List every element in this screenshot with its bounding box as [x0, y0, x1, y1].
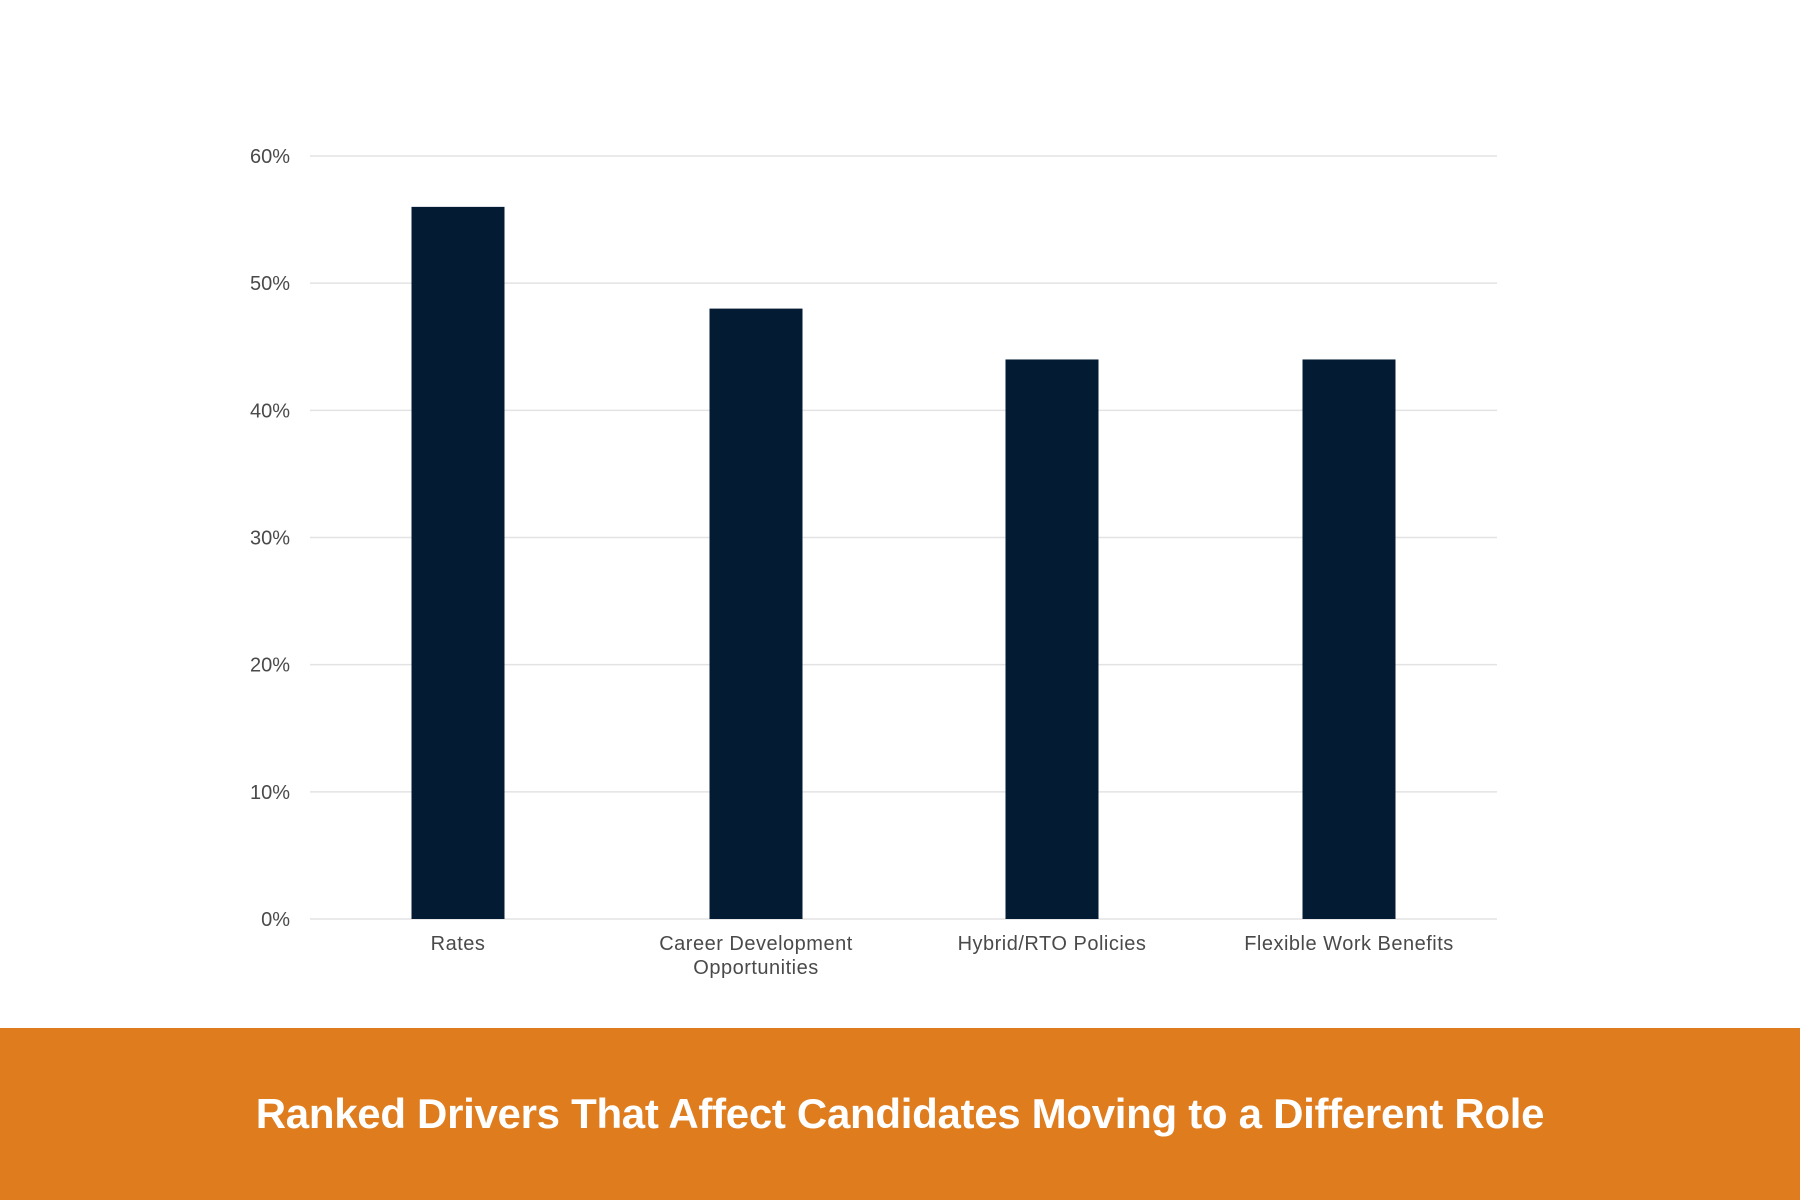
y-tick-label: 60%: [250, 146, 290, 168]
bar-chart: 0% 10% 20% 30% 40% 50% 60% Rates Career Developm…: [250, 146, 1497, 979]
bar: [1005, 359, 1099, 919]
x-tick-label: Hybrid/RTO Policies: [958, 933, 1147, 955]
y-tick-label: 0%: [261, 909, 290, 931]
y-tick-label: 20%: [250, 655, 290, 677]
x-tick-label: Rates: [431, 933, 486, 955]
chart-area: 0% 10% 20% 30% 40% 50% 60% Rates Career Developm…: [249, 146, 1497, 979]
x-tick-label: Flexible Work Benefits: [1244, 933, 1454, 955]
bar: [411, 206, 505, 919]
bar: [709, 308, 803, 920]
chart-title: Ranked Drivers That Affect Candidates Mo…: [255, 1090, 1545, 1137]
x-tick-label: Career Development: [659, 933, 853, 955]
bar: [1302, 359, 1396, 919]
y-tick-label: 40%: [250, 400, 290, 422]
x-tick-label: Opportunities: [693, 957, 818, 979]
y-tick-label: 50%: [250, 273, 290, 295]
y-tick-label: 10%: [250, 782, 290, 804]
y-tick-label: 30%: [250, 528, 290, 550]
title-banner: Ranked Drivers That Affect Candidates Mo…: [0, 1028, 1800, 1200]
